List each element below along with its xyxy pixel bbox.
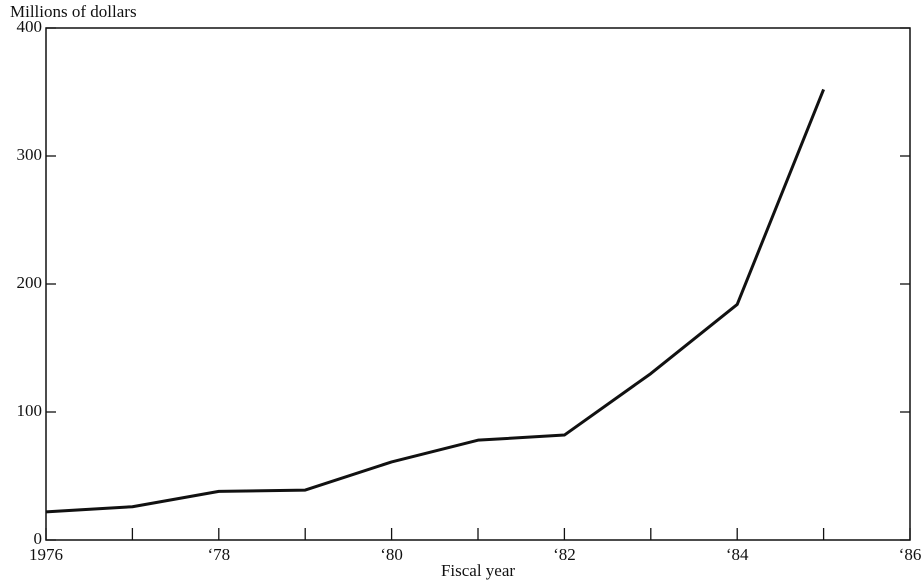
x-tick-label: ‘84 — [726, 545, 749, 564]
y-tick-label: 0 — [34, 529, 43, 548]
plot-frame — [45, 27, 911, 541]
y-axis-label: Millions of dollars — [10, 2, 137, 21]
x-tick-label: ‘82 — [553, 545, 576, 564]
y-tick-label: 400 — [17, 17, 43, 36]
y-tick-label: 200 — [17, 273, 43, 292]
x-tick-label: 1976 — [29, 545, 63, 564]
x-tick-label: ‘80 — [380, 545, 403, 564]
y-tick-label: 100 — [17, 401, 43, 420]
y-tick-label: 300 — [17, 145, 43, 164]
x-tick-label: ‘86 — [899, 545, 922, 564]
x-tick-label: ‘78 — [207, 545, 230, 564]
data-line — [45, 88, 825, 514]
x-axis-label: Fiscal year — [441, 561, 515, 580]
